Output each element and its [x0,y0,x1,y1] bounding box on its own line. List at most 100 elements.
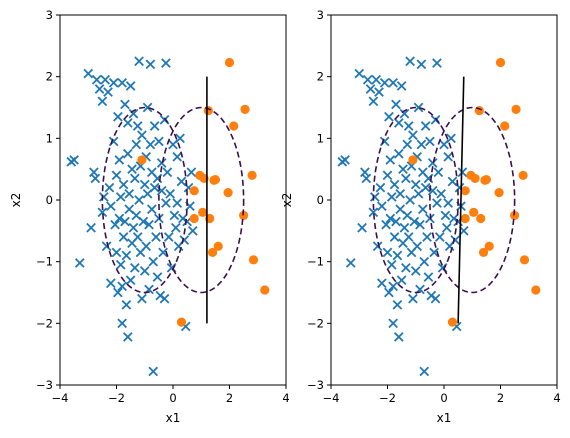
x-marker-stroke [379,136,390,147]
x-marker-point [354,68,365,79]
x-marker-point [391,216,401,227]
circle-marker-point [207,247,218,258]
x-marker-stroke [441,222,452,233]
gaussian-contour-ellipse [158,106,245,294]
x-marker-point [122,148,133,159]
x-marker-point [175,133,185,144]
y-tick-label: −1 [307,255,324,269]
x-marker-point [139,266,150,276]
x-marker-point [382,170,393,181]
x-marker-stroke [124,188,135,199]
circle-marker-point [484,241,494,251]
x-marker-point [130,262,140,273]
x-marker-point [120,99,130,110]
x-marker-stroke [117,77,127,88]
x-marker-stroke [148,256,159,267]
x-marker-point [357,222,367,233]
x-marker-point [416,59,427,70]
x-marker-stroke [108,77,119,88]
y-axis-label: x2 [280,193,294,208]
x-marker-point [395,188,406,199]
x-marker-point [154,213,164,224]
x-tick-label: 4 [553,391,560,405]
circle-marker-point [198,207,208,217]
x-marker-stroke [120,216,130,227]
x-marker-stroke [110,219,120,230]
y-tick-label: −2 [36,316,53,330]
x-marker-point [94,84,105,94]
x-marker-point [381,219,391,230]
x-marker-stroke [354,68,365,79]
x-marker-stroke [158,247,168,258]
x-marker-point [436,188,447,199]
x-marker-stroke [128,222,139,233]
x-marker-stroke [416,59,427,70]
x-marker-point [440,210,451,221]
x-marker-point [124,188,135,199]
x-marker-stroke [134,195,144,205]
gaussian-contour-ellipse [101,106,188,294]
x-marker-point [396,81,407,91]
x-marker-stroke [151,232,161,242]
x-marker-stroke [402,210,413,221]
x-marker-stroke [125,275,136,286]
x-marker-stroke [395,188,406,199]
x-marker-stroke [138,216,149,227]
x-marker-point [101,241,112,252]
x-marker-point [145,59,156,70]
x-marker-point [152,272,163,282]
x-marker-stroke [120,99,130,110]
gaussian-contour-ellipse [429,106,516,294]
x-marker-point [97,96,108,107]
x-marker-point [401,173,411,184]
x-marker-point [162,167,173,178]
x-marker-stroke [94,84,105,94]
x-marker-point [386,192,397,202]
x-marker-point [419,366,430,377]
x-marker-point [138,216,149,227]
x-marker-point [433,167,444,178]
x-marker-stroke [415,219,425,230]
x-marker-stroke [432,58,442,68]
x-marker-stroke [111,247,122,258]
x-marker-stroke [393,118,404,128]
x-tick-label: −4 [323,391,340,405]
x-marker-point [170,222,181,233]
x-marker-point [108,77,119,88]
x-marker-stroke [180,321,191,332]
circle-marker-point [240,104,250,114]
x-marker-stroke [392,250,403,261]
x-marker-point [100,74,111,85]
x-marker-stroke [432,198,442,208]
x-marker-stroke [446,133,456,144]
x-marker-stroke [118,232,129,242]
x-marker-point [128,108,139,119]
x-marker-point [103,87,113,97]
y-tick-label: 3 [317,8,324,22]
x-marker-stroke [159,114,170,125]
x-marker-point [368,96,379,107]
x-marker-point [145,139,156,150]
x-marker-stroke [97,207,108,218]
x-marker-stroke [114,155,125,165]
x-marker-point [83,68,94,79]
circle-marker-point [203,105,213,116]
circle-marker-point [494,188,504,198]
x-marker-point [104,182,115,193]
circle-marker-point [229,121,239,131]
x-marker-stroke [169,210,180,221]
x-marker-stroke [365,84,376,94]
x-marker-stroke [91,74,102,85]
circle-marker-point [500,121,510,131]
x-marker-point [141,241,151,252]
y-tick-label: 2 [317,70,324,84]
x-marker-point [399,222,410,233]
x-marker-stroke [172,198,183,208]
x-marker-stroke [389,232,400,242]
x-marker-point [425,213,435,224]
x-marker-stroke [186,167,197,178]
plot-data-layer [66,56,270,377]
x-marker-stroke [187,225,198,236]
circle-marker-point [189,213,199,224]
